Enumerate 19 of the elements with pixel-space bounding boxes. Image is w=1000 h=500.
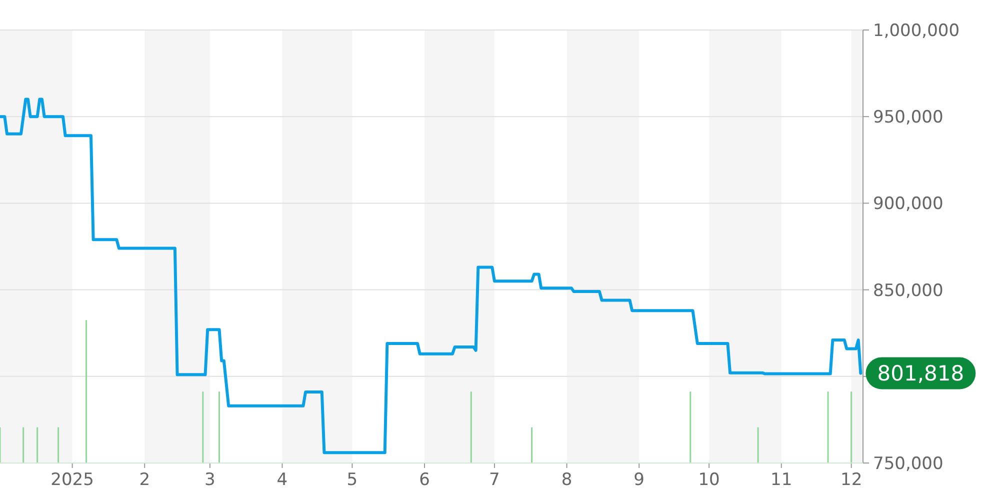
y-tick-label: 750,000: [873, 454, 944, 474]
y-tick-label: 950,000: [873, 108, 944, 128]
y-tick-label: 1,000,000: [873, 20, 960, 41]
line-series: [0, 98, 862, 454]
x-tick-label: 2025: [50, 470, 94, 490]
x-tick-label: 10: [698, 470, 720, 490]
x-tick-label: 2: [139, 470, 150, 490]
y-tick-label: 900,000: [873, 194, 944, 214]
x-tick-label: 12: [840, 470, 862, 490]
x-tick-label: 6: [419, 470, 430, 490]
x-tick-label: 5: [346, 470, 358, 490]
y-tick-label: 850,000: [873, 280, 944, 301]
x-tick-label: 4: [276, 470, 288, 490]
x-tick-label: 8: [561, 470, 572, 490]
x-tick-label: 9: [634, 470, 644, 490]
x-tick-label: 3: [204, 470, 216, 490]
annotation: 801,818: [877, 362, 964, 386]
x-tick-label: 11: [770, 470, 792, 490]
x-tick-label: 7: [489, 470, 500, 490]
